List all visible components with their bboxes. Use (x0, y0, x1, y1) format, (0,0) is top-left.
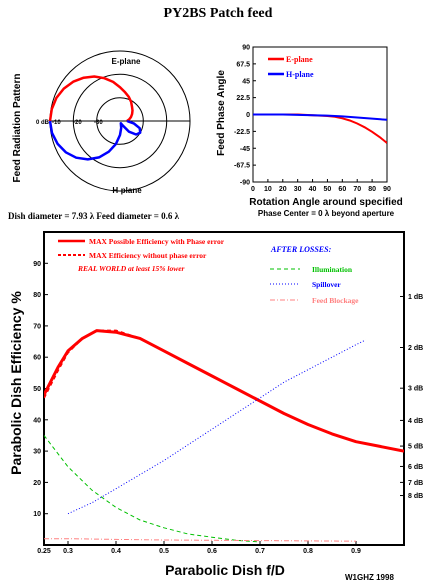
efficiency-ylabel: Parabolic Dish Efficiency % (8, 291, 24, 475)
phase-xtick-label: 40 (309, 186, 317, 193)
efficiency-ytick-label: 50 (33, 386, 41, 393)
efficiency-xtick-label: 0.7 (255, 548, 265, 555)
phase-legend-h: H-plane (286, 70, 314, 79)
legend-title-after-losses: AFTER LOSSES: (270, 245, 332, 254)
efficiency-dbtick-label: 4 dB (408, 418, 423, 425)
efficiency-plot-frame (43, 231, 405, 546)
efficiency-series-max-phase (44, 329, 404, 453)
credit-label: W1GHZ 1998 (345, 573, 394, 582)
efficiency-xtick-label: 0.25 (37, 548, 51, 555)
phase-xlabel: Rotation Angle around specified (249, 197, 403, 208)
polar-ring-label-20: -20 (73, 120, 82, 126)
phase-xtick-label: 70 (353, 186, 361, 193)
phase-ytick-label: -67.5 (234, 163, 250, 170)
phase-chart: 0 10 20 30 40 50 60 70 80 90 90 67.5 45 22.5 0 -22.5 -45… (216, 45, 403, 219)
figure-title: PY2BS Patch feed (164, 6, 273, 21)
efficiency-ytick-label: 20 (33, 480, 41, 487)
phase-ytick-label: -22.5 (234, 129, 250, 136)
efficiency-ytick-label: 90 (33, 261, 41, 268)
polar-ylabel: Feed Radiation Pattern (12, 74, 23, 183)
polar-bottom-label: H-plane (112, 186, 142, 195)
efficiency-dbtick-label: 1 dB (408, 294, 423, 301)
real-world-note: REAL WORLD at least 15% lower (77, 264, 185, 273)
efficiency-dbtick-label: 2 dB (408, 345, 423, 352)
polar-ring-label-10: -10 (52, 120, 61, 126)
phase-ytick-label: 90 (242, 45, 250, 52)
phase-ytick-label: -45 (240, 146, 250, 153)
efficiency-xtick-label: 0.3 (63, 548, 73, 555)
efficiency-chart: 0.25 0.3 0.4 0.5 0.6 0.7 0.8 0.9 10 20 30 40 50 60 70 8… (8, 231, 423, 578)
phase-xtick-label: 90 (383, 186, 391, 193)
efficiency-series-feed-blockage (44, 538, 357, 542)
efficiency-ytick-label: 30 (33, 449, 41, 456)
efficiency-xtick-label: 0.8 (303, 548, 313, 555)
legend-spillover: Spillover (312, 280, 341, 289)
legend-max-phase: MAX Possible Efficiency with Phase error (89, 237, 225, 246)
phase-xtick-label: 80 (368, 186, 376, 193)
phase-legend-e: E-plane (286, 55, 313, 64)
efficiency-ytick-label: 40 (33, 417, 41, 424)
phase-subtitle: Phase Center = 0 λ beyond aperture (258, 209, 395, 218)
legend-max-nophase: MAX Efficiency without phase error (89, 251, 207, 260)
efficiency-series-spillover (67, 339, 366, 515)
efficiency-ytick-label: 10 (33, 511, 41, 518)
radiation-pattern-chart: 0 dB -10 -20 -30 E-plane H-plane Feed Ra… (12, 50, 191, 195)
efficiency-xtick-label: 0.9 (351, 548, 361, 555)
efficiency-xtick-label: 0.6 (207, 548, 217, 555)
polar-series-e-plane (48, 75, 134, 123)
phase-xtick-label: 60 (338, 186, 346, 193)
polar-ring-label-0: 0 dB (36, 120, 50, 126)
phase-xtick-label: 30 (294, 186, 302, 193)
polar-top-label: E-plane (112, 57, 141, 66)
polar-ring-label-30: -30 (94, 120, 103, 126)
phase-series-h-plane (253, 113, 387, 121)
legend-feed-blockage: Feed Blockage (312, 296, 359, 305)
phase-xtick-label: 10 (264, 186, 272, 193)
phase-ylabel: Feed Phase Angle (216, 70, 227, 156)
phase-ytick-label: -90 (240, 180, 250, 187)
efficiency-dbtick-label: 7 dB (408, 480, 423, 487)
efficiency-series-max-nophase (44, 329, 404, 453)
phase-xtick-label: 50 (324, 186, 332, 193)
efficiency-dbtick-label: 6 dB (408, 464, 423, 471)
phase-xtick-label: 0 (251, 186, 255, 193)
phase-ytick-label: 0 (246, 112, 250, 119)
efficiency-dbtick-label: 3 dB (408, 386, 423, 393)
phase-ytick-label: 45 (242, 78, 250, 85)
efficiency-ytick-label: 60 (33, 355, 41, 362)
efficiency-xlabel: Parabolic Dish f/D (165, 562, 285, 578)
efficiency-series-illumination (44, 435, 261, 543)
efficiency-dbtick-label: 5 dB (408, 444, 423, 451)
legend-illumination: Illumination (312, 265, 353, 274)
phase-ytick-label: 22.5 (236, 95, 250, 102)
efficiency-xtick-label: 0.4 (111, 548, 121, 555)
phase-ytick-label: 67.5 (236, 61, 250, 68)
phase-xtick-label: 20 (279, 186, 287, 193)
polar-series-h-plane (48, 119, 142, 161)
efficiency-ytick-label: 80 (33, 292, 41, 299)
efficiency-ytick-label: 70 (33, 323, 41, 330)
efficiency-xtick-label: 0.5 (159, 548, 169, 555)
efficiency-dbtick-label: 8 dB (408, 493, 423, 500)
dish-caption: Dish diameter = 7.93 λ Feed diameter = 0… (8, 211, 180, 221)
